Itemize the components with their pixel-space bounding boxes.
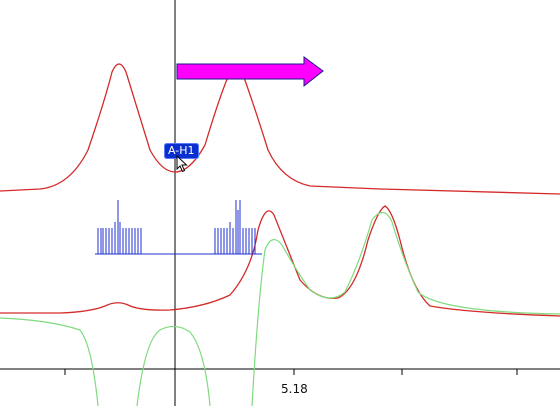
peak-label-badge[interactable]: A-H1: [164, 143, 199, 159]
spectrum-trace-top: [0, 63, 560, 195]
arrow-cursor-icon: [176, 155, 188, 173]
spectrum-trace-middle: [0, 205, 560, 317]
direction-arrow-icon[interactable]: [176, 56, 324, 88]
stick-spectrum: [95, 200, 262, 255]
spectrum-trace-green: [0, 211, 560, 406]
x-tick-label: 5.18: [281, 382, 308, 396]
